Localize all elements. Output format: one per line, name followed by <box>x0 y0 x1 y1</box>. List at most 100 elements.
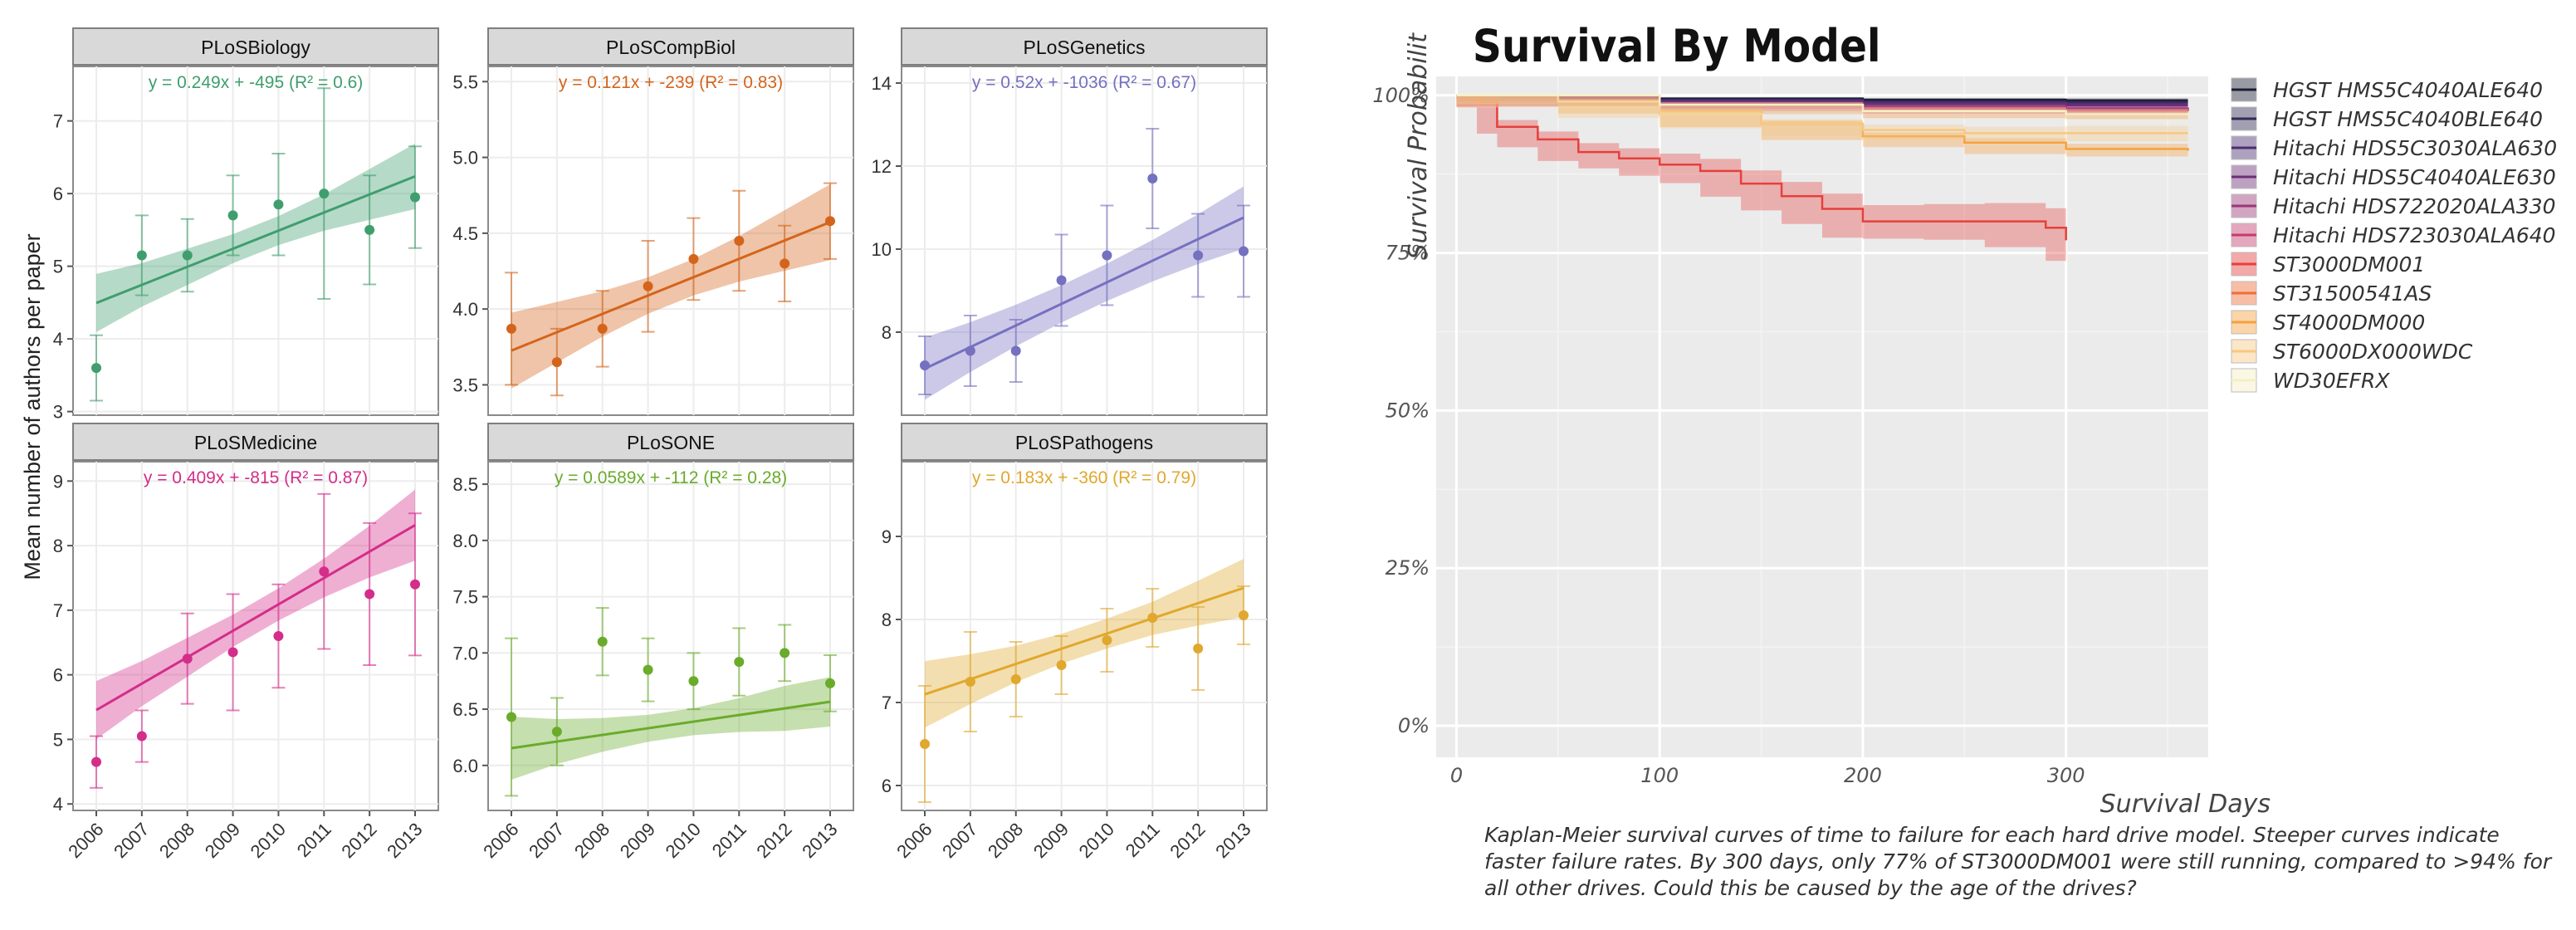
x-tick-label: 2012 <box>337 819 380 862</box>
y-tick-label: 4.5 <box>452 223 478 244</box>
y-tick-label: 8 <box>53 536 63 556</box>
legend: HGST HMS5C4040ALE640 HGST HMS5C4040BLE640… <box>2231 77 2557 393</box>
data-point <box>91 756 101 767</box>
x-tick-label: 2006 <box>479 819 522 862</box>
facet-panel-PLoSPathogens: PLoSPathogens y = 0.183x + -360 (R² = 0.7… <box>882 423 1268 862</box>
y-tick-label: 5.0 <box>452 148 478 169</box>
facet-strip <box>901 27 1268 66</box>
data-point <box>1056 275 1067 286</box>
x-tick-label: 2009 <box>1029 819 1073 862</box>
survival-curve <box>1456 94 2067 241</box>
y-tick-label: 8 <box>882 322 892 343</box>
confidence-band <box>1456 95 2188 142</box>
x-tick-label: 2012 <box>1166 819 1209 862</box>
data-point <box>1239 610 1249 620</box>
y-tick-label: 9 <box>53 471 63 492</box>
y-tick-label: 14 <box>872 73 892 94</box>
y-tick-label: 9 <box>882 526 892 547</box>
data-point <box>1010 674 1021 684</box>
facet-strip <box>72 27 439 66</box>
x-tick-label: 2010 <box>662 819 705 862</box>
x-tick-label: 2012 <box>752 819 795 862</box>
y-axis-label: Survival Probabilit <box>1404 32 1433 260</box>
data-point <box>1102 250 1112 261</box>
panel-background <box>901 461 1268 811</box>
y-tick-label: 4 <box>53 329 63 350</box>
panel-background <box>487 66 854 416</box>
y-tick-label: 6 <box>882 776 892 796</box>
y-tick-label: 6.5 <box>452 699 478 720</box>
fit-equation-label: y = 0.183x + -360 (R² = 0.79) <box>972 468 1196 487</box>
data-point <box>506 712 516 722</box>
data-point <box>319 188 330 199</box>
x-tick-label: 2010 <box>247 819 290 862</box>
data-point <box>1239 246 1249 257</box>
y-tick-label: 4.0 <box>452 299 478 320</box>
x-tick-label: 2007 <box>110 819 153 862</box>
x-tick-label: 2011 <box>293 819 335 861</box>
survival-curve <box>1456 94 2189 116</box>
data-point <box>780 648 790 658</box>
chart-title: Survival By Model <box>1473 21 1881 73</box>
facet-panel-PLoSMedicine: PLoSMedicine y = 0.409x + -815 (R² = 0.87… <box>53 423 439 862</box>
confidence-band <box>1456 95 2188 157</box>
data-point <box>410 579 420 590</box>
panel-background <box>901 66 1268 416</box>
fit-equation-label: y = 0.409x + -815 (R² = 0.87) <box>144 468 368 487</box>
legend-label: WD30EFRX <box>2273 369 2390 393</box>
fit-confidence-band <box>925 559 1244 728</box>
y-tick-label: 6 <box>53 665 63 686</box>
fit-equation-label: y = 0.52x + -1036 (R² = 0.67) <box>972 73 1196 92</box>
fit-equation-label: y = 0.121x + -239 (R² = 0.83) <box>559 73 783 92</box>
y-tick-label: 50% <box>1386 399 1430 422</box>
data-point <box>920 360 930 370</box>
y-tick-label: 12 <box>872 156 892 177</box>
data-point <box>1147 613 1158 623</box>
y-tick-label: 0% <box>1398 714 1430 737</box>
y-tick-label: 5 <box>53 257 63 277</box>
facet-panel-PLoSGenetics: PLoSGenetics y = 0.52x + -1036 (R² = 0.67… <box>872 27 1268 416</box>
fit-line <box>511 221 831 352</box>
x-tick-label: 300 <box>2047 764 2085 787</box>
data-point <box>734 657 745 668</box>
y-tick-label: 4 <box>53 794 63 815</box>
facet-strip <box>72 423 439 461</box>
legend-label: Hitachi HDS723030ALA640 <box>2273 223 2556 247</box>
legend-label: ST6000DX000WDC <box>2273 340 2473 364</box>
fit-line <box>924 586 1244 696</box>
x-tick-label: 2007 <box>525 819 568 862</box>
fit-line <box>95 524 416 712</box>
x-axis-label: Survival Days <box>2100 790 2270 819</box>
data-point <box>688 676 699 687</box>
x-tick-label: 2010 <box>1075 819 1118 862</box>
data-point <box>136 731 147 742</box>
facet-title: PLoSCompBiol <box>606 37 736 58</box>
legend-label: ST31500541AS <box>2273 281 2432 306</box>
fit-equation-label: y = 0.249x + -495 (R² = 0.6) <box>149 73 364 92</box>
data-point <box>319 566 330 577</box>
x-tick-label: 2013 <box>1211 819 1254 862</box>
panel-background <box>487 461 854 811</box>
x-tick-label: 2013 <box>798 819 841 862</box>
y-tick-label: 10 <box>872 239 892 260</box>
y-tick-label: 3 <box>53 402 63 423</box>
data-point <box>227 210 238 221</box>
legend-label: Hitachi HDS722020ALA330 <box>2273 194 2556 218</box>
data-point <box>643 664 653 675</box>
series-ST6000DX000WDC <box>1456 94 2188 142</box>
legend-label: Hitachi HDS5C3030ALA630 <box>2273 136 2557 160</box>
facet-panel-PLoSBiology: PLoSBiology y = 0.249x + -495 (R² = 0.6) 3… <box>53 27 439 423</box>
facet-title: PLoSPathogens <box>1015 432 1153 453</box>
fit-confidence-band <box>96 489 415 740</box>
y-tick-label: 8 <box>882 609 892 630</box>
x-tick-label: 2011 <box>1122 819 1164 861</box>
x-tick-label: 2009 <box>616 819 659 862</box>
fit-line <box>95 174 416 305</box>
legend-label: Hitachi HDS5C4040ALE630 <box>2273 165 2556 189</box>
data-point <box>551 357 562 368</box>
x-tick-label: 0 <box>1450 764 1463 787</box>
confidence-band <box>1456 95 2188 122</box>
facet-strip <box>901 423 1268 461</box>
data-point <box>273 199 284 210</box>
